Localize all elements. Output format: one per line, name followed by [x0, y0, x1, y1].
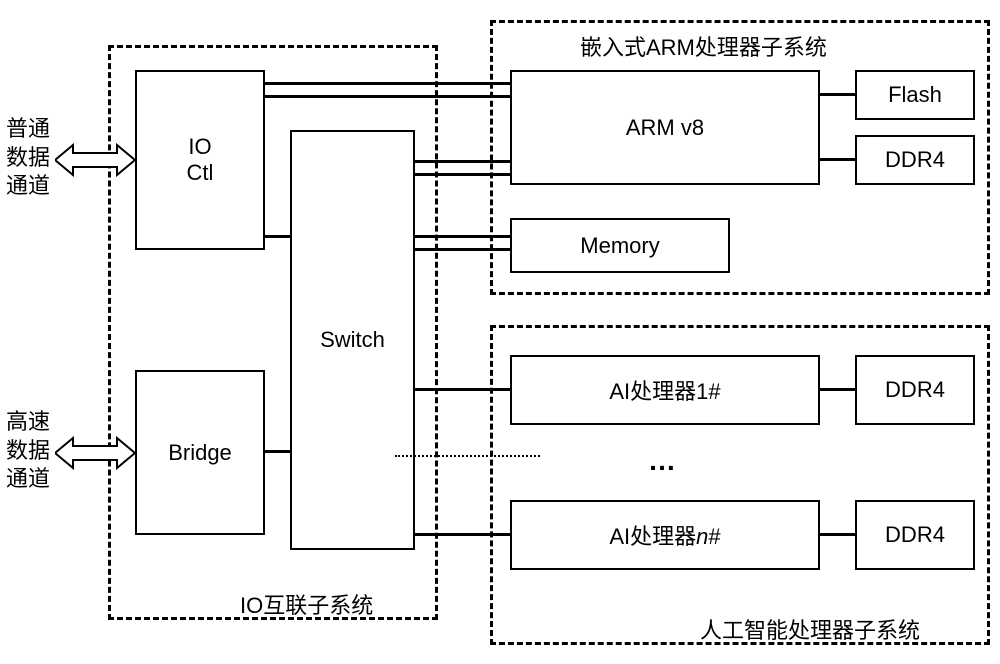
- ddr4-ai1-box: DDR4: [855, 355, 975, 425]
- line-switch-ai1: [415, 388, 510, 391]
- arm-v8-box: ARM v8: [510, 70, 820, 185]
- ddr4-ain-box: DDR4: [855, 500, 975, 570]
- line-switch-arm-top: [415, 160, 510, 163]
- high-speed-channel-arrow: [55, 433, 135, 473]
- line-switch-ain: [415, 533, 510, 536]
- memory-box: Memory: [510, 218, 730, 273]
- line-bridge-switch: [265, 450, 290, 453]
- line-switch-memory-top: [415, 235, 510, 238]
- ddr4-arm-box: DDR4: [855, 135, 975, 185]
- normal-channel-arrow: [55, 140, 135, 180]
- normal-channel-label: 普通 数据 通道: [6, 115, 50, 201]
- ai-proc-n-box: AI处理器n#: [510, 500, 820, 570]
- line-arm-flash: [820, 93, 855, 96]
- ai-proc-n-text: AI处理器n#: [609, 519, 720, 551]
- line-switch-arm-bot: [415, 173, 510, 176]
- line-ioctl-switch: [265, 235, 290, 238]
- switch-box: Switch: [290, 130, 415, 550]
- io-interconnect-label: IO互联子系统: [240, 588, 373, 620]
- line-ioctl-arm-bot: [265, 95, 510, 98]
- flash-box: Flash: [855, 70, 975, 120]
- ai-subsystem-label: 人工智能处理器子系统: [700, 613, 920, 645]
- line-arm-ddr4: [820, 158, 855, 161]
- io-ctl-box: IO Ctl: [135, 70, 265, 250]
- line-ioctl-arm-top: [265, 82, 510, 85]
- high-speed-channel-label: 高速 数据 通道: [6, 408, 50, 494]
- ai-proc-1-box: AI处理器1#: [510, 355, 820, 425]
- line-ain-ddr4: [820, 533, 855, 536]
- dotted-line-ai: [395, 455, 540, 457]
- ellipsis-label: …: [648, 445, 676, 477]
- line-switch-memory-bot: [415, 248, 510, 251]
- arm-subsystem-label: 嵌入式ARM处理器子系统: [580, 30, 827, 62]
- bridge-box: Bridge: [135, 370, 265, 535]
- line-ai1-ddr4: [820, 388, 855, 391]
